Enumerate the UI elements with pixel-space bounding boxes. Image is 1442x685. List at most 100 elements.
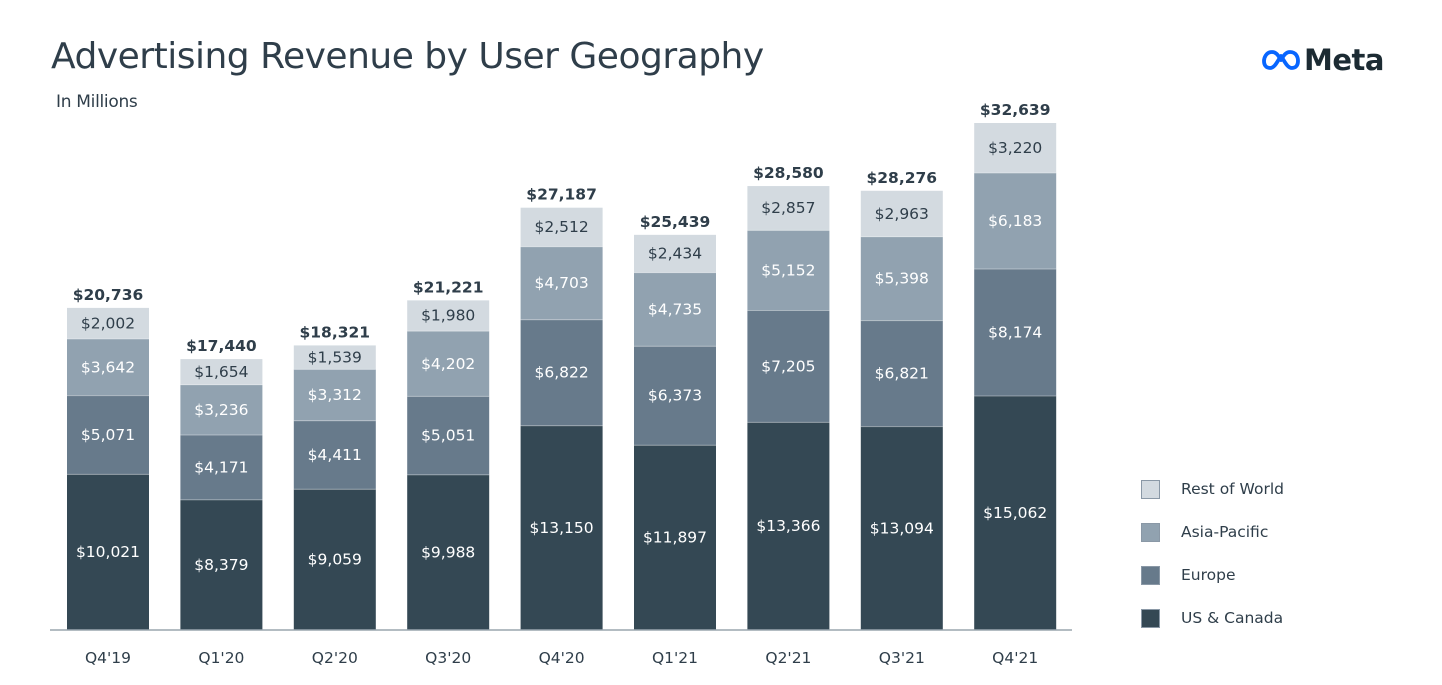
legend-label: US & Canada xyxy=(1181,609,1284,627)
segment-value-label: $10,021 xyxy=(76,543,140,561)
bar-segment-us-canada xyxy=(180,499,263,630)
legend-item-us-canada: US & Canada xyxy=(1141,607,1284,629)
bar-segment-asia-pacific xyxy=(407,331,490,397)
legend-label: Rest of World xyxy=(1181,480,1284,498)
x-tick-label: Q1'21 xyxy=(652,649,698,667)
x-tick-label: Q2'20 xyxy=(312,649,358,667)
legend-swatch xyxy=(1141,565,1160,585)
bar-segment-asia-pacific xyxy=(293,369,376,421)
bar-segment-europe xyxy=(974,269,1057,397)
segment-value-label: $2,512 xyxy=(534,218,588,236)
segment-value-label: $2,002 xyxy=(81,314,135,332)
total-value-label: $20,736 xyxy=(73,286,144,304)
segment-value-label: $5,152 xyxy=(761,261,815,279)
segment-value-label: $2,963 xyxy=(875,205,929,223)
segment-value-label: $6,183 xyxy=(988,212,1042,230)
segment-value-label: $3,312 xyxy=(308,386,362,404)
bar-segment-europe xyxy=(634,346,716,446)
bar-segment-us-canada xyxy=(860,426,943,630)
legend-label: Europe xyxy=(1181,566,1236,584)
x-tick-label: Q1'20 xyxy=(198,649,244,667)
total-value-label: $28,580 xyxy=(753,164,824,182)
total-value-label: $27,187 xyxy=(526,186,597,204)
bar-segment-asia-pacific xyxy=(974,173,1057,270)
bar-segment-asia-pacific xyxy=(860,236,943,321)
segment-value-label: $13,366 xyxy=(756,517,820,535)
total-value-label: $17,440 xyxy=(186,337,257,355)
segment-value-label: $9,059 xyxy=(308,551,362,569)
legend-swatch xyxy=(1141,608,1160,628)
segment-value-label: $5,071 xyxy=(81,426,135,444)
bar-segment-asia-pacific xyxy=(520,246,603,320)
segment-value-label: $4,735 xyxy=(648,300,702,318)
labels-layer: $10,021 $5,071 $3,642 $2,002 $20,736 Q4'19 $8,… xyxy=(73,101,1051,667)
bar-segment-europe xyxy=(747,310,830,423)
bar-segment-us-canada xyxy=(67,474,149,630)
legend-item-rest-of-world: Rest of World xyxy=(1141,478,1284,500)
total-value-label: $25,439 xyxy=(640,213,711,231)
legend-label: Asia-Pacific xyxy=(1181,523,1269,541)
bar-segment-us-canada xyxy=(634,445,716,630)
segment-value-label: $11,897 xyxy=(643,529,707,547)
segment-value-label: $2,857 xyxy=(761,199,815,217)
bar-segment-asia-pacific xyxy=(180,384,263,436)
segment-value-label: $4,202 xyxy=(421,355,475,373)
total-value-label: $21,221 xyxy=(413,278,484,296)
bar-segment-rest-of-world xyxy=(974,123,1057,174)
segment-value-label: $8,379 xyxy=(194,556,248,574)
segment-value-label: $13,150 xyxy=(530,519,594,537)
chart-subtitle: In Millions xyxy=(56,92,138,112)
x-tick-label: Q4'20 xyxy=(539,649,585,667)
segment-value-label: $3,220 xyxy=(988,139,1042,157)
bars-layer xyxy=(67,123,1057,630)
x-tick-label: Q3'21 xyxy=(879,649,925,667)
segment-value-label: $3,642 xyxy=(81,358,135,376)
bar-segment-europe xyxy=(293,420,376,490)
segment-value-label: $9,988 xyxy=(421,543,475,561)
bar-segment-rest-of-world xyxy=(67,307,149,339)
x-tick-label: Q2'21 xyxy=(765,649,811,667)
segment-value-label: $4,703 xyxy=(534,274,588,292)
bar-segment-europe xyxy=(180,435,263,500)
bar-segment-europe xyxy=(520,319,603,426)
meta-logo-text: Meta xyxy=(1304,43,1384,77)
bar-segment-us-canada xyxy=(407,474,490,630)
bar-segment-asia-pacific xyxy=(747,230,830,311)
total-value-label: $32,639 xyxy=(980,101,1051,119)
chart-title: Advertising Revenue by User Geography xyxy=(51,36,764,77)
legend-swatch xyxy=(1141,479,1160,499)
segment-value-label: $13,094 xyxy=(870,519,934,537)
legend-item-europe: Europe xyxy=(1141,564,1284,586)
bar-segment-rest-of-world xyxy=(747,186,830,231)
segment-value-label: $15,062 xyxy=(983,504,1047,522)
bar-segment-rest-of-world xyxy=(634,234,716,273)
segment-value-label: $1,654 xyxy=(194,363,248,381)
bar-segment-us-canada xyxy=(293,489,376,630)
total-value-label: $28,276 xyxy=(866,169,937,187)
bar-segment-us-canada xyxy=(747,422,830,630)
segment-value-label: $3,236 xyxy=(194,401,248,419)
bar-segment-us-canada xyxy=(520,425,603,630)
bar-segment-asia-pacific xyxy=(634,272,716,347)
bar-segment-rest-of-world xyxy=(293,345,376,370)
meta-infinity-icon xyxy=(1262,50,1300,70)
segment-value-label: $5,398 xyxy=(875,270,929,288)
x-tick-label: Q4'21 xyxy=(992,649,1038,667)
segment-value-label: $2,434 xyxy=(648,245,702,263)
bar-segment-europe xyxy=(407,396,490,475)
segment-value-label: $6,822 xyxy=(534,364,588,382)
segment-value-label: $7,205 xyxy=(761,357,815,375)
meta-logo: Meta xyxy=(1262,43,1384,77)
segment-value-label: $4,171 xyxy=(194,458,248,476)
segment-value-label: $6,821 xyxy=(875,365,929,383)
segment-value-label: $1,539 xyxy=(308,348,362,366)
x-tick-label: Q4'19 xyxy=(85,649,131,667)
legend-item-asia-pacific: Asia-Pacific xyxy=(1141,521,1284,543)
chart-legend: Rest of World Asia-Pacific Europe US & Cana… xyxy=(1141,478,1284,650)
segment-value-label: $1,980 xyxy=(421,307,475,325)
segment-value-label: $5,051 xyxy=(421,427,475,445)
total-value-label: $18,321 xyxy=(299,323,370,341)
bar-segment-europe xyxy=(860,320,943,427)
bar-segment-rest-of-world xyxy=(860,190,943,237)
segment-value-label: $6,373 xyxy=(648,387,702,405)
